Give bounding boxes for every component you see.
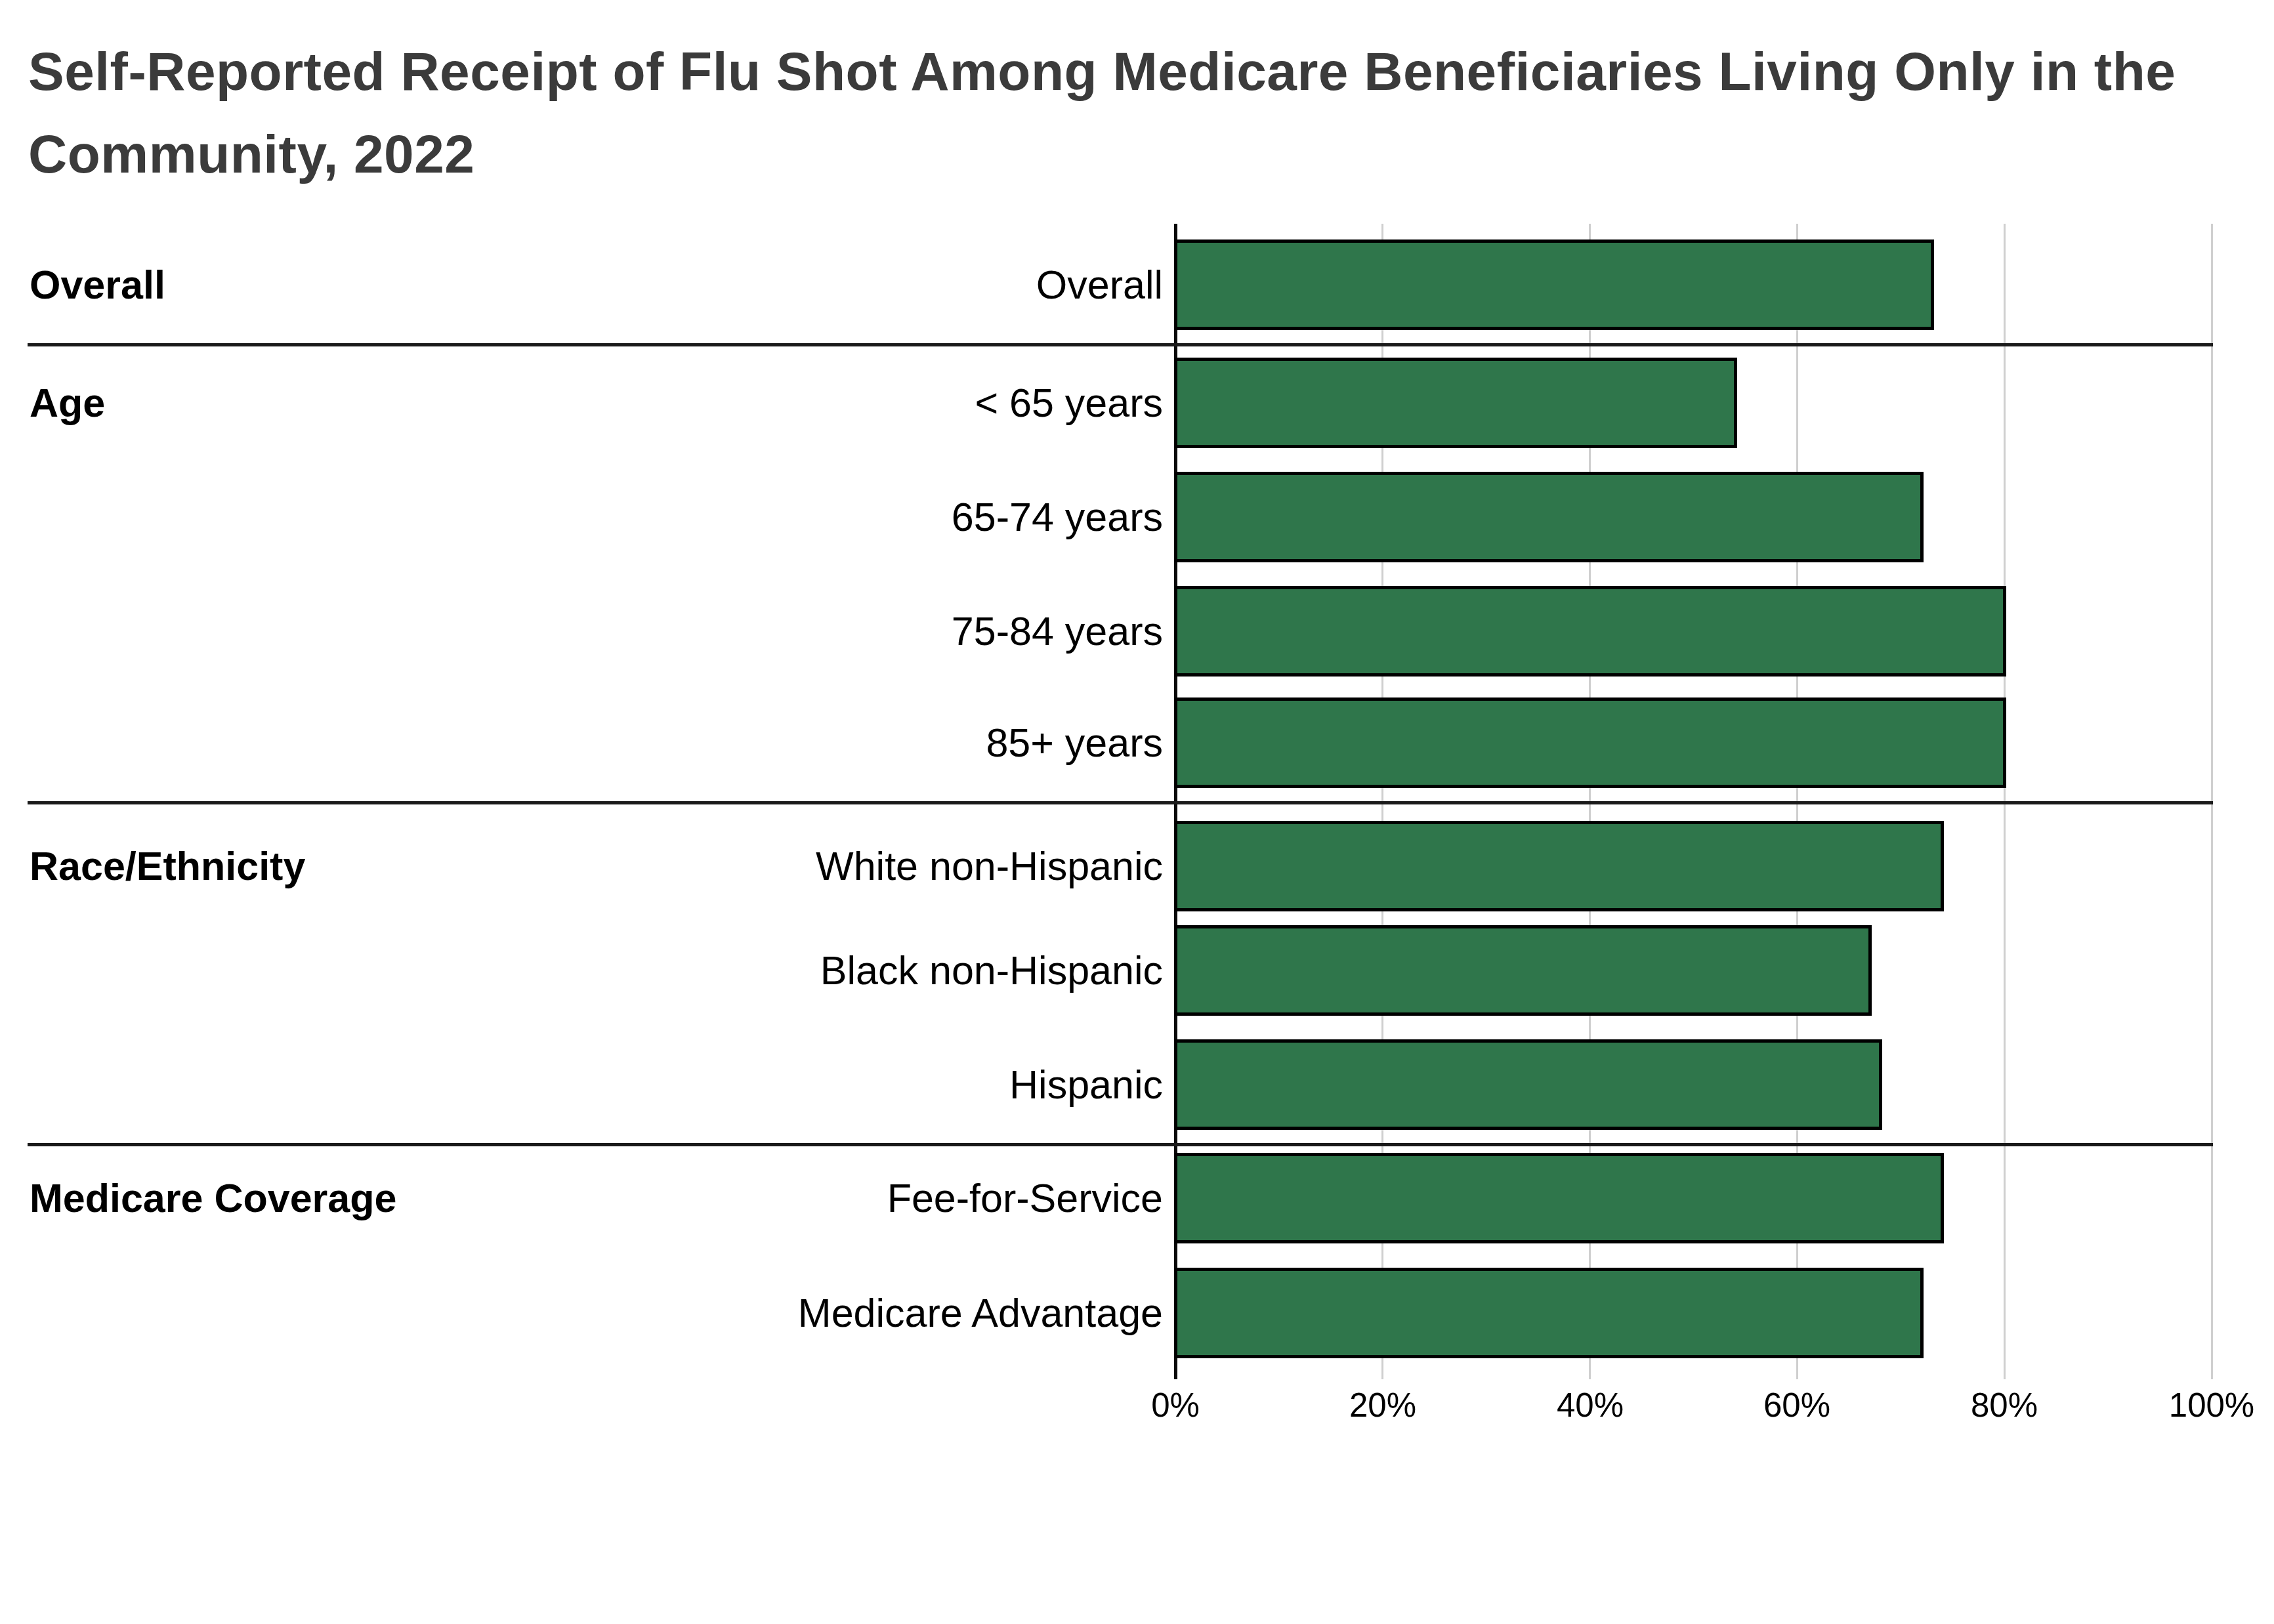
row-label: Overall [0,239,1163,330]
bar [1174,1153,1944,1243]
row-label: Fee-for-Service [0,1153,1163,1243]
bar [1174,1039,1882,1130]
row-label: < 65 years [0,358,1163,448]
group-separator [28,801,2213,804]
row-label: Black non-Hispanic [0,925,1163,1016]
bar [1174,239,1934,330]
group-separator [28,1143,2213,1146]
x-tick-label-100: 100% [2113,1385,2274,1426]
row-label: Medicare Advantage [0,1268,1163,1358]
bar [1174,586,2006,677]
bar [1174,925,1872,1016]
x-tick-label-0: 0% [1077,1385,1274,1426]
chart-title: Self-Reported Receipt of Flu Shot Among … [28,30,2233,196]
bar [1174,697,2006,788]
x-tick-label-60: 60% [1698,1385,1895,1426]
bar [1174,821,1944,911]
bar [1174,1268,1924,1358]
x-tick-label-40: 40% [1492,1385,1689,1426]
x-tick-label-20: 20% [1284,1385,1481,1426]
row-label: 85+ years [0,697,1163,788]
chart-title-line1: Self-Reported Receipt of Flu Shot Among … [28,30,2233,113]
flu-shot-chart: Self-Reported Receipt of Flu Shot Among … [0,0,2274,1624]
bar [1174,472,1924,562]
bar [1174,358,1737,448]
row-label: Hispanic [0,1039,1163,1130]
chart-title-line2: Community, 2022 [28,113,2233,196]
row-label: 75-84 years [0,586,1163,677]
row-label: 65-74 years [0,472,1163,562]
group-separator [28,343,2213,346]
row-label: White non-Hispanic [0,821,1163,911]
x-tick-label-80: 80% [1906,1385,2103,1426]
